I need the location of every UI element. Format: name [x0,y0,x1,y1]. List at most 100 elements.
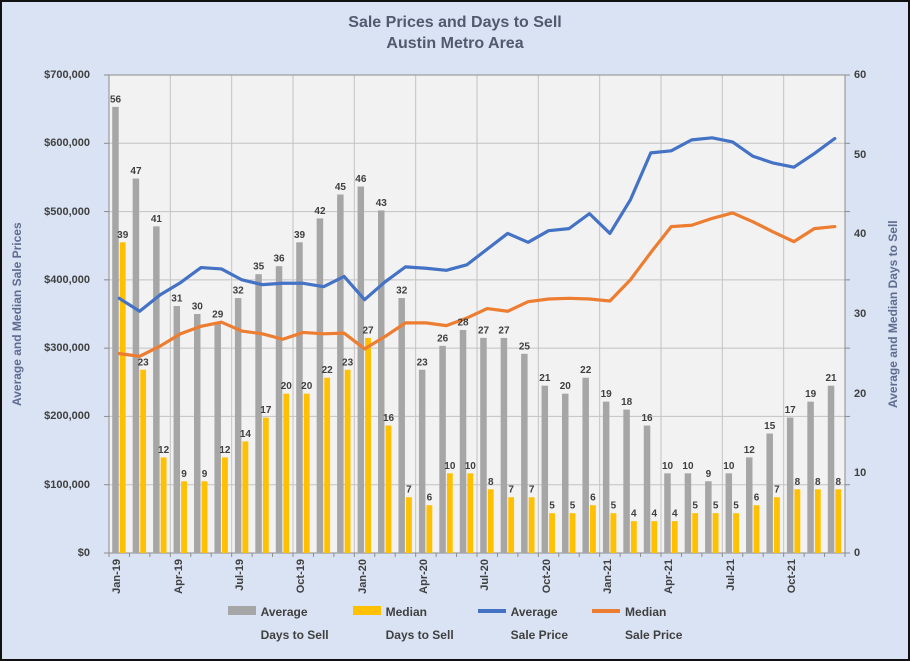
bar-value-label-median-days: 4 [631,509,637,520]
right-axis-tick-label: 50 [854,148,867,161]
bar-value-label-average-days: 45 [335,182,347,193]
bar-value-label-average-days: 18 [621,397,633,408]
bar-value-label-median-days: 7 [406,485,412,496]
bar-value-label-median-days: 39 [117,230,129,241]
legend-label-line2: Sale Price [625,628,683,642]
bar-average-days-to-sell [500,337,508,553]
bar-value-label-median-days: 8 [835,477,841,488]
bar-value-label-median-days: 12 [219,445,231,456]
bar-median-days-to-sell [160,457,167,553]
bar-average-days-to-sell [255,274,262,553]
legend-label-line2: Sale Price [510,628,569,642]
bar-median-days-to-sell [590,505,596,553]
bar-average-days-to-sell [459,329,467,553]
right-axis-tick-label: 40 [854,228,867,241]
bar-value-label-average-days: 25 [519,341,531,352]
legend-bar-swatch-icon [227,606,256,615]
bar-value-label-median-days: 5 [733,501,739,512]
bar-value-label-average-days: 21 [539,373,551,384]
bar-value-label-average-days: 9 [706,469,712,480]
bar-average-days-to-sell [337,194,344,553]
bar-median-days-to-sell [549,513,555,553]
legend: Average Days to Sell Median Days to Sell Ave… [2,601,908,647]
bar-median-days-to-sell [181,481,187,553]
bar-value-label-median-days: 6 [427,493,433,504]
bar-average-days-to-sell [296,242,303,554]
bar-value-label-average-days: 20 [560,381,572,392]
bar-median-days-to-sell [365,337,371,553]
bar-value-label-median-days: 10 [444,461,456,472]
bar-value-label-average-days: 32 [233,286,245,297]
bar-value-label-median-days: 9 [181,469,187,480]
bar-median-days-to-sell [651,521,658,553]
bar-value-label-median-days: 7 [774,485,780,496]
bar-average-days-to-sell [766,433,773,553]
left-axis-title: Average and Median Sale Prices [10,222,24,406]
right-axis-tick-label: 60 [854,69,867,81]
bar-average-days-to-sell [398,298,405,553]
chart-title: Sale Prices and Days to Sell Austin Metr… [2,12,908,54]
bar-average-days-to-sell [112,106,119,553]
bar-value-label-median-days: 4 [651,509,657,520]
bar-value-label-median-days: 17 [260,405,272,416]
bar-value-label-median-days: 20 [301,381,313,392]
bar-value-label-average-days: 23 [417,357,429,368]
bar-value-label-median-days: 6 [590,493,596,504]
legend-label-line1: Median [625,605,667,619]
left-axis-tick-label: $600,000 [44,137,90,150]
bar-value-label-median-days: 5 [570,501,576,512]
right-axis-title: Average and Median Days to Sell [886,220,900,408]
bar-median-days-to-sell [406,497,412,553]
legend-item-median-days-to-sell: Median Days to Sell [352,601,454,647]
bar-median-days-to-sell [835,489,842,553]
bar-median-days-to-sell [794,489,801,553]
bar-value-label-median-days: 23 [138,357,150,368]
bar-median-days-to-sell [303,393,310,553]
x-axis-tick-label: Jul-20 [479,559,492,591]
bar-median-days-to-sell [446,473,453,553]
bar-median-days-to-sell [814,489,821,553]
legend-line-swatch-icon [592,609,621,613]
bar-average-days-to-sell [521,353,528,553]
bar-average-days-to-sell [541,385,549,553]
x-axis-tick-label: Jan-21 [601,559,614,594]
bar-value-label-average-days: 26 [437,333,449,344]
legend-label: Average Days to Sell [261,601,329,647]
legend-label-line1: Average [260,605,308,619]
bar-value-label-average-days: 35 [253,262,265,273]
bar-average-days-to-sell [602,401,610,553]
bar-median-days-to-sell [385,425,392,553]
bar-value-label-average-days: 39 [294,230,306,241]
bar-value-label-average-days: 32 [396,286,408,297]
x-axis-tick-label: Oct-21 [785,559,798,594]
x-axis-tick-label: Jan-19 [111,559,124,594]
left-axis-tick-label: $0 [77,547,90,559]
bar-average-days-to-sell [623,409,630,553]
bar-value-label-average-days: 19 [601,389,613,400]
bar-median-days-to-sell [712,513,719,553]
legend-line-swatch-icon [477,609,506,613]
bar-average-days-to-sell [194,314,201,553]
chart-title-line2: Austin Metro Area [386,35,524,52]
x-axis-tick-label: Oct-19 [295,559,308,594]
bar-value-label-average-days: 47 [130,166,142,177]
bar-value-label-median-days: 12 [158,445,170,456]
bar-median-days-to-sell [283,393,290,553]
bar-average-days-to-sell [664,473,671,553]
bar-value-label-average-days: 31 [171,294,183,305]
bar-median-days-to-sell [119,242,126,554]
bar-value-label-median-days: 8 [795,477,801,488]
bar-average-days-to-sell [214,321,221,553]
bar-value-label-average-days: 36 [274,254,286,265]
x-axis-tick-label: Jan-20 [356,559,369,594]
bar-average-days-to-sell [725,473,733,553]
line-median-sale-price [117,211,837,358]
x-axis-tick-label: Jul-19 [233,559,246,591]
legend-label: Median Days to Sell [386,601,454,647]
legend-bar-swatch-icon [352,606,381,615]
bar-median-days-to-sell [201,481,208,553]
bar-value-label-average-days: 21 [826,373,838,384]
bar-value-label-median-days: 6 [754,493,760,504]
bar-average-days-to-sell [234,298,242,553]
